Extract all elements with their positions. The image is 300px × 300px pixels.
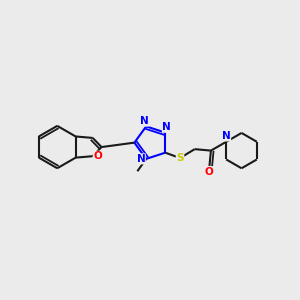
Text: N: N xyxy=(222,131,231,141)
Text: O: O xyxy=(205,167,213,177)
Text: N: N xyxy=(140,116,149,126)
Text: N: N xyxy=(162,122,171,132)
Text: O: O xyxy=(93,151,102,161)
Text: N: N xyxy=(136,154,145,164)
Text: S: S xyxy=(176,153,184,163)
